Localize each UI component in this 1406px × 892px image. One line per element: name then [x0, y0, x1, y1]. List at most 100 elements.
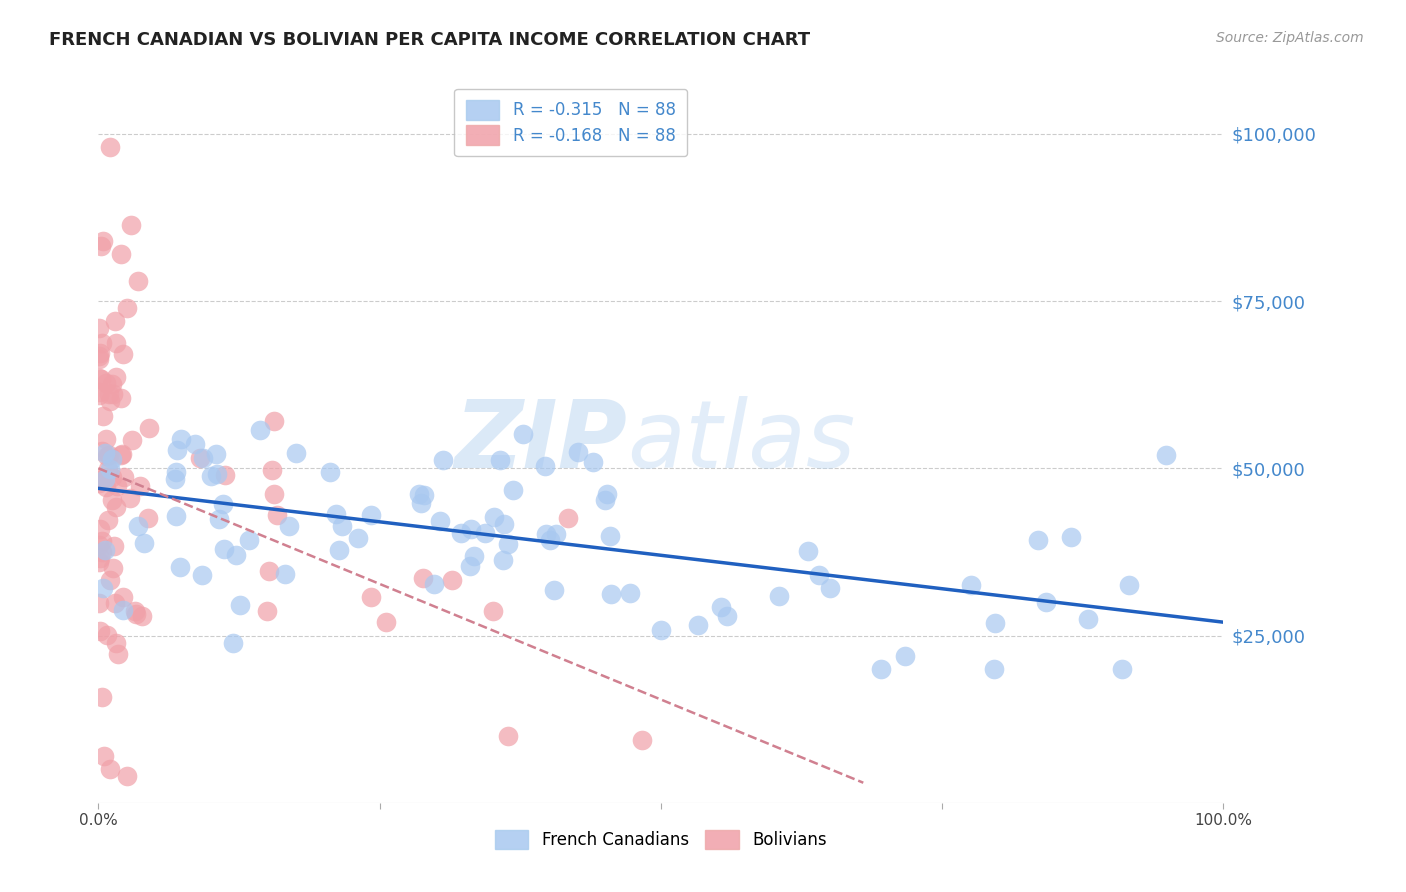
- Point: [463, 549, 485, 564]
- Point: [138, 421, 160, 435]
- Point: [225, 548, 247, 562]
- Point: [125, 607, 148, 621]
- Point: [262, 463, 284, 477]
- Point: [94, 376, 117, 391]
- Point: [127, 274, 149, 288]
- Point: [87, 370, 110, 384]
- Point: [600, 587, 623, 601]
- Point: [104, 596, 127, 610]
- Point: [458, 559, 481, 574]
- Point: [111, 447, 134, 461]
- Point: [1026, 533, 1049, 547]
- Point: [807, 568, 830, 582]
- Point: [87, 352, 110, 367]
- Point: [263, 486, 285, 500]
- Point: [460, 522, 482, 536]
- Point: [263, 414, 285, 428]
- Point: [89, 473, 111, 487]
- Point: [90, 238, 112, 252]
- Point: [498, 537, 520, 551]
- Point: [768, 589, 790, 603]
- Point: [596, 487, 619, 501]
- Point: [89, 345, 111, 359]
- Point: [491, 553, 513, 567]
- Point: [132, 536, 155, 550]
- Point: [91, 234, 114, 248]
- Point: [582, 455, 605, 469]
- Point: [557, 511, 579, 525]
- Text: ZIP: ZIP: [454, 395, 627, 488]
- Point: [91, 690, 114, 705]
- Point: [273, 567, 295, 582]
- Point: [959, 578, 981, 592]
- Point: [536, 526, 558, 541]
- Point: [319, 466, 342, 480]
- Point: [91, 336, 114, 351]
- Point: [169, 560, 191, 574]
- Point: [115, 301, 138, 315]
- Point: [97, 448, 120, 462]
- Point: [105, 636, 128, 650]
- Point: [111, 347, 134, 361]
- Text: FRENCH CANADIAN VS BOLIVIAN PER CAPITA INCOME CORRELATION CHART: FRENCH CANADIAN VS BOLIVIAN PER CAPITA I…: [49, 31, 810, 49]
- Point: [205, 447, 228, 461]
- Point: [101, 470, 124, 484]
- Point: [96, 628, 118, 642]
- Point: [796, 544, 818, 558]
- Point: [450, 525, 472, 540]
- Point: [94, 472, 117, 486]
- Point: [101, 451, 124, 466]
- Point: [188, 451, 211, 466]
- Point: [107, 647, 129, 661]
- Point: [593, 492, 616, 507]
- Point: [567, 445, 589, 459]
- Point: [110, 448, 132, 462]
- Point: [716, 609, 738, 624]
- Point: [89, 551, 111, 566]
- Point: [104, 314, 127, 328]
- Point: [544, 527, 567, 541]
- Point: [98, 393, 121, 408]
- Point: [97, 387, 120, 401]
- Point: [191, 450, 214, 465]
- Point: [105, 369, 128, 384]
- Point: [492, 516, 515, 531]
- Point: [87, 349, 110, 363]
- Point: [112, 469, 135, 483]
- Point: [87, 537, 110, 551]
- Point: [482, 604, 505, 618]
- Point: [440, 573, 463, 587]
- Text: Source: ZipAtlas.com: Source: ZipAtlas.com: [1216, 31, 1364, 45]
- Point: [200, 468, 222, 483]
- Point: [98, 573, 121, 587]
- Point: [165, 472, 187, 486]
- Legend: French Canadians, Bolivians: French Canadians, Bolivians: [485, 821, 837, 860]
- Point: [136, 511, 159, 525]
- Point: [238, 533, 260, 548]
- Point: [249, 423, 271, 437]
- Point: [165, 465, 187, 479]
- Point: [97, 462, 120, 476]
- Point: [127, 519, 149, 533]
- Point: [87, 475, 110, 490]
- Point: [408, 487, 430, 501]
- Point: [98, 762, 121, 776]
- Point: [893, 648, 915, 663]
- Point: [184, 437, 207, 451]
- Point: [105, 500, 128, 514]
- Point: [96, 449, 118, 463]
- Text: atlas: atlas: [627, 396, 855, 487]
- Point: [412, 571, 434, 585]
- Point: [87, 384, 110, 399]
- Point: [650, 624, 672, 638]
- Point: [165, 508, 187, 523]
- Point: [257, 564, 280, 578]
- Point: [211, 497, 233, 511]
- Point: [91, 581, 114, 595]
- Point: [222, 635, 245, 649]
- Point: [1035, 595, 1057, 609]
- Point: [710, 599, 733, 614]
- Point: [256, 603, 278, 617]
- Point: [89, 522, 111, 536]
- Point: [121, 434, 143, 448]
